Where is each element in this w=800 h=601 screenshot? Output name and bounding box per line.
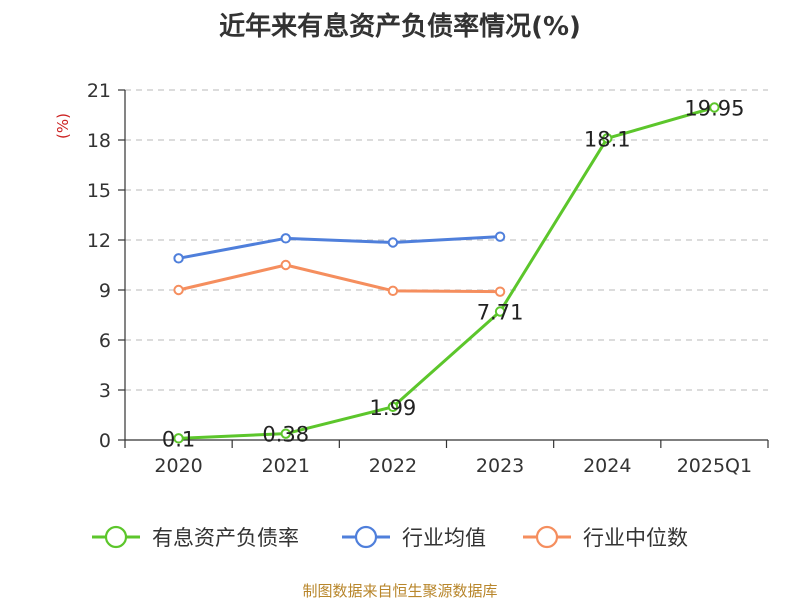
series-line-1 <box>178 235 501 260</box>
legend-marker <box>354 525 378 549</box>
data-point <box>280 428 291 439</box>
y-tick-label: 6 <box>99 330 111 352</box>
chart-title: 近年来有息资产负债率情况(%) <box>219 12 581 42</box>
data-label: 19.95 <box>684 97 744 121</box>
legend-label: 行业中位数 <box>583 526 688 550</box>
data-point <box>602 133 613 144</box>
series-lines <box>173 102 720 444</box>
x-tick-label: 2024 <box>583 455 631 477</box>
y-tick-label: 18 <box>87 130 111 152</box>
series-line-0 <box>178 106 715 440</box>
data-point <box>494 306 506 317</box>
data-label: 0.38 <box>262 423 309 447</box>
y-tick-label: 15 <box>87 180 111 202</box>
data-labels: 0.1 0.38 1.99 7.71 18.1 19.95 <box>162 97 745 452</box>
data-point <box>387 285 399 297</box>
legend-item-2[interactable]: 行业中位数 <box>523 525 688 550</box>
source-note: 制图数据来自恒生聚源数据库 <box>302 582 498 600</box>
x-tick-label: 2020 <box>154 455 202 477</box>
legend-marker <box>104 525 128 549</box>
data-point <box>709 102 720 113</box>
data-point <box>280 233 291 244</box>
data-point <box>387 237 399 248</box>
data-point <box>173 284 184 296</box>
data-label: 7.71 <box>477 301 524 325</box>
y-tick-label: 9 <box>99 280 111 302</box>
axes: 0 3 6 9 12 15 18 21 2020 2021 2022 2023 2024 2025Q1 (%… <box>54 80 769 477</box>
data-point <box>173 433 184 444</box>
y-tick-label: 3 <box>99 380 111 402</box>
data-point <box>494 286 506 297</box>
x-tick-label: 2022 <box>369 455 417 477</box>
legend-item-0[interactable]: 有息资产负债率 <box>92 525 299 550</box>
data-point <box>387 401 399 413</box>
x-tick-label: 2021 <box>262 455 310 477</box>
legend-marker <box>535 525 559 549</box>
y-tick-label: 0 <box>99 430 111 452</box>
data-point <box>494 231 506 242</box>
data-label: 1.99 <box>370 396 417 420</box>
data-point <box>280 259 291 271</box>
x-tick-label: 2023 <box>476 455 524 477</box>
legend-label: 行业均值 <box>402 526 486 550</box>
legend-item-1[interactable]: 行业均值 <box>342 525 486 550</box>
y-axis-unit-label: (%) <box>54 113 72 139</box>
legend-label: 有息资产负债率 <box>152 526 299 550</box>
data-label: 0.1 <box>162 427 195 451</box>
y-tick-label: 21 <box>87 80 111 102</box>
series-line-2 <box>178 263 501 294</box>
data-label: 18.1 <box>584 127 631 151</box>
data-point <box>173 253 184 264</box>
y-tick-label: 12 <box>87 230 111 252</box>
x-tick-label: 2025Q1 <box>677 455 752 477</box>
legend[interactable]: 有息资产负债率 行业均值 行业中位数 <box>92 525 688 550</box>
